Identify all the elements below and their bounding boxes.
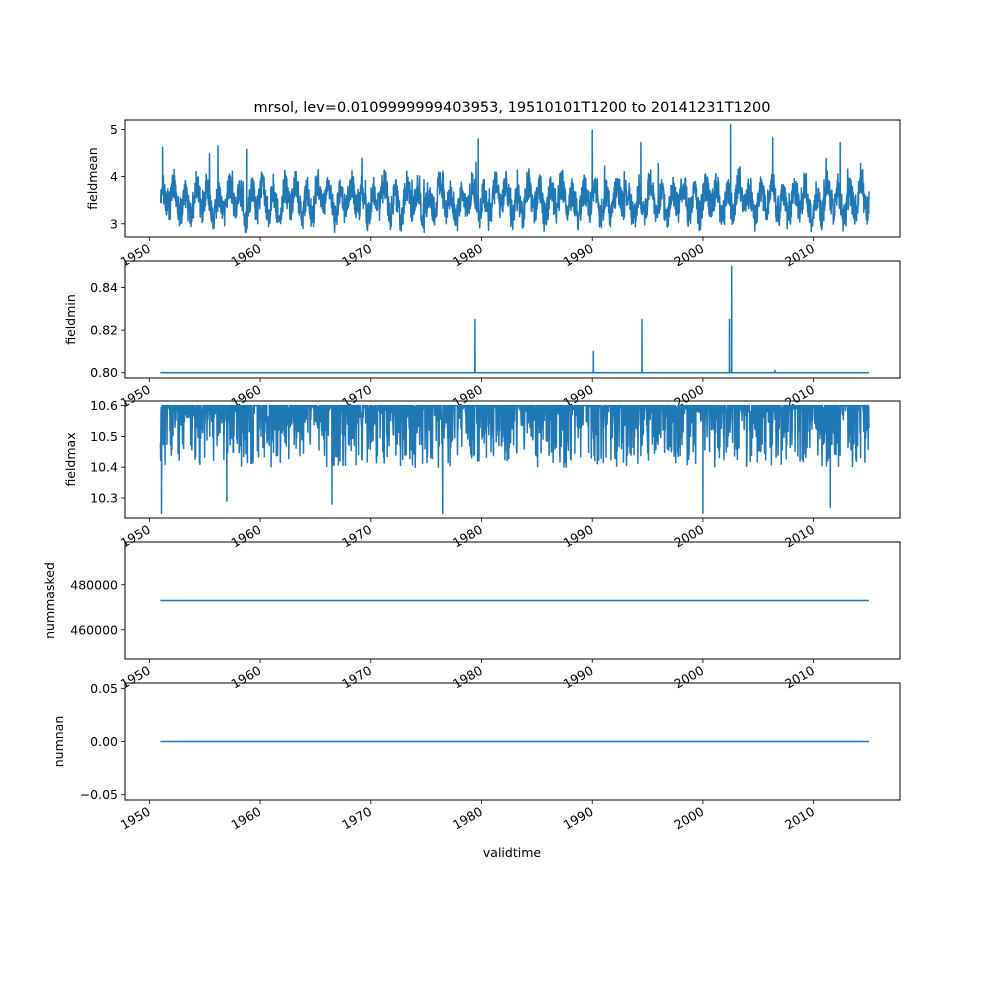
y-tick-label: 0.80	[90, 365, 118, 380]
y-tick-label: 0.00	[90, 734, 118, 749]
series-line-fieldmean	[159, 123, 870, 234]
axes-frame	[124, 260, 901, 379]
series-line-fieldmin	[160, 265, 869, 374]
y-axis-label-nummasked: nummasked	[42, 562, 57, 639]
y-tick-label: 0.05	[90, 681, 118, 696]
y-axis-label-numnan: numnan	[51, 716, 66, 768]
axes-frame	[124, 400, 901, 519]
y-tick-label: 10.5	[90, 429, 118, 444]
y-axis-label-fieldmin: fieldmin	[63, 294, 78, 345]
y-axis-label-fieldmax: fieldmax	[63, 432, 78, 486]
axes-frame	[124, 541, 901, 660]
y-tick-label: 5	[110, 122, 118, 137]
y-tick-label: 10.3	[90, 490, 118, 505]
y-tick-label: 0.82	[90, 323, 118, 338]
y-tick-label: 460000	[70, 622, 118, 637]
chart-title: mrsol, lev=0.0109999999403953, 19510101T…	[254, 100, 771, 116]
y-tick-label: 480000	[70, 577, 118, 592]
y-tick-label: 3	[110, 216, 118, 231]
y-tick-label: 4	[110, 169, 118, 184]
axes-frame	[124, 119, 901, 238]
x-axis-label: validtime	[483, 845, 541, 860]
y-tick-label: 10.4	[90, 460, 118, 475]
y-tick-label: 10.6	[90, 398, 118, 413]
y-axis-label-fieldmean: fieldmean	[85, 147, 100, 209]
y-tick-label: −0.05	[80, 787, 118, 802]
y-tick-label: 0.84	[90, 280, 118, 295]
series-line-fieldmax	[159, 404, 870, 515]
